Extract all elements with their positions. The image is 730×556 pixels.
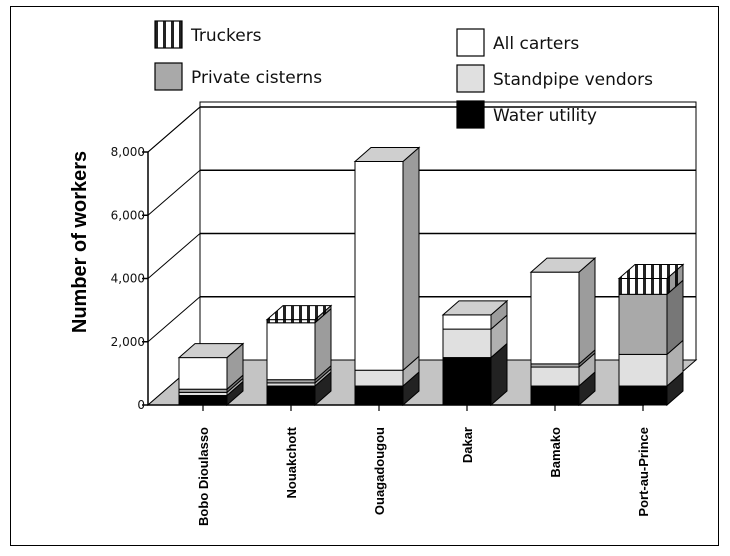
bar-segment	[178, 357, 228, 390]
category-label: Ouagadougou	[372, 427, 387, 515]
bar-stack	[353, 146, 421, 407]
legend-item: Standpipe vendors	[456, 64, 653, 93]
legend-label: Standpipe vendors	[493, 70, 653, 90]
legend-label: Truckers	[190, 26, 262, 46]
bar-segment	[530, 271, 580, 365]
category-label: Bobo Dioulasso	[196, 427, 211, 526]
legend-swatch	[154, 62, 183, 91]
category-label: Bamako	[548, 427, 563, 478]
gridline-diagonal	[147, 106, 201, 153]
gridline-diagonal	[147, 233, 201, 279]
bar-top	[441, 300, 509, 316]
legend-label: All carters	[493, 34, 579, 54]
bar-segment	[530, 366, 580, 387]
legend-item: All carters	[456, 28, 579, 57]
bar-top	[177, 343, 245, 359]
legend-swatch	[456, 28, 485, 57]
y-tick-label: 4,000	[111, 272, 145, 286]
legend-swatch	[456, 100, 485, 129]
category-label: Dakar	[460, 427, 475, 463]
legend-swatch	[154, 20, 183, 49]
bar-segment	[618, 278, 668, 295]
y-tick-label: 0	[137, 398, 145, 412]
bar-segment-side	[402, 146, 420, 372]
y-tick-label: 2,000	[111, 335, 145, 349]
bar-top	[617, 264, 685, 279]
bar-top	[353, 146, 421, 162]
bar-segment	[530, 385, 580, 406]
legend-item: Private cisterns	[154, 62, 322, 91]
legend-swatch	[456, 64, 485, 93]
legend-item: Water utility	[456, 100, 597, 129]
bar-segment	[354, 369, 404, 387]
category-label: Nouakchott	[284, 426, 299, 498]
bar-segment-side	[578, 257, 596, 365]
bar-top	[265, 305, 333, 321]
chart-frame: 0 2,000 4,000 6,000 8,000 Bobo Dioulasso Noua…	[10, 6, 719, 546]
bar-segment	[442, 357, 492, 406]
bar-segment	[618, 353, 668, 387]
bar-segment	[266, 385, 316, 406]
bar-segment	[178, 395, 228, 406]
gridlines	[147, 106, 696, 343]
bar-segment	[354, 385, 404, 406]
legend-label: Private cisterns	[191, 68, 322, 88]
y-axis-label: Number of workers	[69, 151, 91, 333]
legend: Truckers All carters Private cisterns Stand…	[154, 20, 653, 129]
bar-segment	[618, 293, 668, 355]
bar-segment	[442, 328, 492, 359]
bar-stack	[265, 304, 333, 407]
bar-segment	[442, 314, 492, 330]
bar-stack	[441, 299, 509, 407]
legend-label: Water utility	[493, 106, 597, 126]
bar-segment	[618, 385, 668, 406]
legend-item: Truckers	[154, 20, 262, 49]
bar-stack	[617, 263, 685, 407]
bar-stack	[177, 342, 245, 407]
category-labels: Bobo Dioulasso Nouakchott Ouagadougou Dakar…	[196, 405, 651, 526]
bar-stack	[529, 257, 597, 407]
stacked-3d-bar-chart: 0 2,000 4,000 6,000 8,000 Bobo Dioulasso Noua…	[69, 20, 698, 526]
y-tick-label: 6,000	[111, 208, 145, 222]
y-tick-label: 8,000	[111, 145, 145, 159]
gridline-diagonal	[147, 169, 201, 216]
bar-segment	[354, 160, 404, 371]
bar-top	[529, 257, 597, 273]
bar-segment	[266, 322, 316, 381]
category-label: Port-au-Prince	[636, 427, 651, 517]
bars	[177, 146, 685, 407]
gridline-diagonal	[147, 296, 201, 343]
